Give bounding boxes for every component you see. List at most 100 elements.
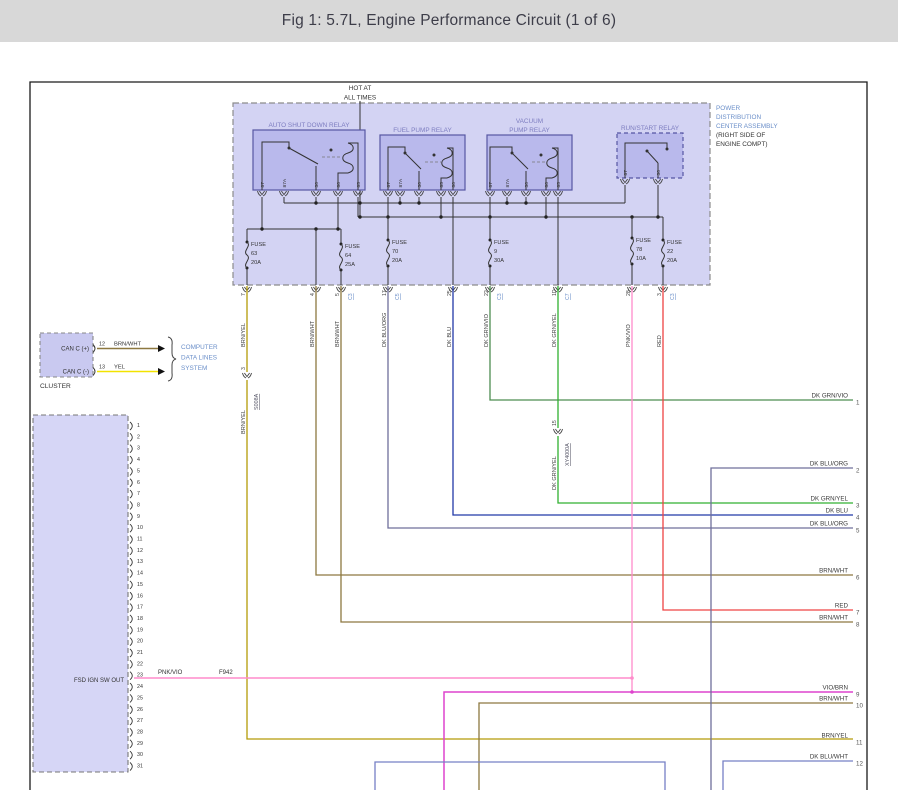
auto-shut-down-relay-box bbox=[252, 129, 366, 191]
junction-dot bbox=[336, 227, 340, 231]
fuse-element bbox=[488, 239, 492, 267]
cluster-pin-name: CAN C (-) bbox=[63, 370, 89, 376]
run-start-relay-contact bbox=[624, 142, 668, 178]
pdc-assembly-sublabel: (RIGHT SIDE OF bbox=[716, 132, 765, 139]
fuse-amps: 20A bbox=[667, 258, 677, 264]
output-wire-label: VIO/BRN bbox=[823, 685, 848, 692]
bottom-module-box bbox=[374, 761, 666, 790]
vacuum-pump-relay-pin-label: 86 bbox=[544, 182, 550, 188]
vacuum-pump-relay-switch-arm bbox=[511, 152, 529, 170]
system-brace bbox=[167, 336, 177, 382]
module-pin-bracket bbox=[129, 648, 133, 658]
module-pin-number: 28 bbox=[137, 729, 143, 735]
auto-shut-down-relay-contact bbox=[261, 141, 290, 190]
vacuum-pump-relay-contact bbox=[489, 146, 513, 190]
run-start-relay-label: RUN/START RELAY bbox=[621, 125, 680, 132]
junction-dot bbox=[314, 201, 318, 205]
auto-shut-down-relay-pin-label: 86 bbox=[336, 182, 342, 188]
wire-name-label: BRN/WHT bbox=[335, 320, 341, 347]
auto-shut-down-relay-coil-wire bbox=[337, 172, 348, 190]
auto-shut-down-relay-pin-arrow bbox=[311, 190, 321, 197]
connector-ref-C3[interactable]: C3 bbox=[670, 293, 676, 300]
connector-ref-C3[interactable]: C3 bbox=[348, 293, 354, 300]
module-pin-bracket bbox=[129, 762, 133, 771]
fuse-element bbox=[245, 241, 249, 269]
fuse-label: FUSE bbox=[667, 240, 682, 246]
fuel-pump-relay-fixed-contact-dot bbox=[432, 153, 436, 157]
fuel-pump-relay-pin-arrow bbox=[414, 190, 424, 197]
vacuum-pump-relay-pin-arrow bbox=[502, 190, 512, 197]
auto-shut-down-relay-pin-arrow bbox=[333, 190, 343, 197]
pdc-assembly-label: POWER bbox=[716, 105, 741, 112]
pdc-exit-pin-number: 28 bbox=[626, 290, 632, 296]
diagram-frame bbox=[29, 81, 868, 790]
junction-dot bbox=[358, 201, 362, 205]
connector-ref-C5[interactable]: C5 bbox=[395, 293, 401, 300]
module-pin-bracket bbox=[129, 557, 133, 567]
fuel-pump-relay-box bbox=[379, 134, 466, 191]
wire-RED bbox=[662, 286, 853, 611]
module-pin-bracket bbox=[129, 501, 133, 510]
fuse-label: FUSE bbox=[494, 240, 509, 246]
auto-shut-down-relay-pin-label: 87 bbox=[260, 182, 266, 188]
fuel-pump-relay-pin-label: 30 bbox=[417, 182, 423, 188]
fuse-number: 22 bbox=[667, 249, 673, 255]
vacuum-pump-relay-pin-label: 30 bbox=[524, 182, 530, 188]
fuel-pump-relay-pin-label: 87 bbox=[386, 182, 392, 188]
fuse-element bbox=[661, 239, 665, 267]
fuse-label: FUSE bbox=[636, 238, 651, 244]
module-pin-number: 15 bbox=[137, 582, 143, 588]
module-pin-number: 13 bbox=[137, 559, 143, 565]
vacuum-pump-relay-coil bbox=[546, 147, 558, 179]
output-number: 9 bbox=[856, 692, 860, 699]
module-pin-number: 11 bbox=[137, 537, 143, 543]
module-pin-number: 2 bbox=[137, 434, 140, 440]
module-pin-bracket bbox=[129, 535, 133, 544]
output-wire-label: BRN/YEL bbox=[822, 733, 849, 740]
output-wire-label: BRN/WHT bbox=[819, 615, 848, 622]
module-pin-number: 16 bbox=[137, 593, 143, 599]
fsd-circuit-label: F942 bbox=[219, 670, 233, 676]
module-pin-number: 14 bbox=[137, 571, 143, 577]
fuse-amps: 10A bbox=[636, 256, 646, 262]
wire-DK-GRN-VIO bbox=[489, 286, 853, 401]
module-pin-bracket bbox=[129, 625, 133, 635]
module-pin-bracket bbox=[129, 694, 133, 703]
vacuum-pump-relay-pin-arrow bbox=[553, 190, 563, 197]
pdc-exit-pin-number: 3 bbox=[657, 293, 663, 296]
hot-at-all-times-label: ALL TIMES bbox=[344, 95, 376, 102]
cluster-wire-label: BRN/WHT bbox=[114, 342, 142, 348]
wire-BRN-WHT bbox=[340, 286, 853, 623]
pink-junction bbox=[630, 676, 634, 680]
splice-pin-number: 3 bbox=[241, 367, 247, 370]
connector-ref-C3[interactable]: C3 bbox=[497, 293, 503, 300]
vacuum-pump-relay-label: PUMP RELAY bbox=[509, 127, 550, 134]
auto-shut-down-relay-coil bbox=[342, 142, 354, 174]
module-pin-bracket bbox=[129, 591, 133, 601]
connector-ref-C7[interactable]: C7 bbox=[565, 293, 571, 300]
figure-title: Fig 1: 5.7L, Engine Performance Circuit … bbox=[281, 12, 617, 29]
wire-name-label: DK BLU/ORG bbox=[382, 312, 388, 347]
fuse-number: 78 bbox=[636, 247, 642, 253]
run-start-relay-pin-arrow bbox=[620, 178, 630, 185]
auto-shut-down-relay-pin-label: 30 bbox=[314, 182, 320, 188]
module-pin-bracket bbox=[129, 728, 133, 737]
junction-dot bbox=[656, 215, 660, 219]
module-pin-number: 20 bbox=[137, 639, 143, 645]
wire-DK-BLU-ORG bbox=[710, 467, 853, 790]
splice-id-S008A[interactable]: S008A bbox=[254, 393, 260, 410]
splice-id-XY4000A[interactable]: XY4000A bbox=[565, 443, 571, 466]
fuse-amps: 30A bbox=[494, 258, 504, 264]
pdc-exit-pin-number: 22 bbox=[484, 290, 490, 296]
pink-junction bbox=[630, 690, 634, 694]
fuse-label: FUSE bbox=[345, 244, 360, 250]
module-pin-bracket bbox=[129, 716, 133, 726]
output-wire-label: DK GRN/VIO bbox=[812, 393, 849, 400]
output-wire-label: DK BLU/ORG bbox=[810, 521, 848, 528]
fsd-ign-sw-out-label: FSD IGN SW OUT bbox=[74, 678, 124, 684]
fuse-element bbox=[630, 237, 634, 265]
run-start-relay-switch-arm bbox=[646, 150, 659, 164]
output-number: 5 bbox=[856, 528, 860, 535]
vacuum-pump-relay-pin-arrow bbox=[485, 190, 495, 197]
junction-dot bbox=[398, 201, 402, 205]
